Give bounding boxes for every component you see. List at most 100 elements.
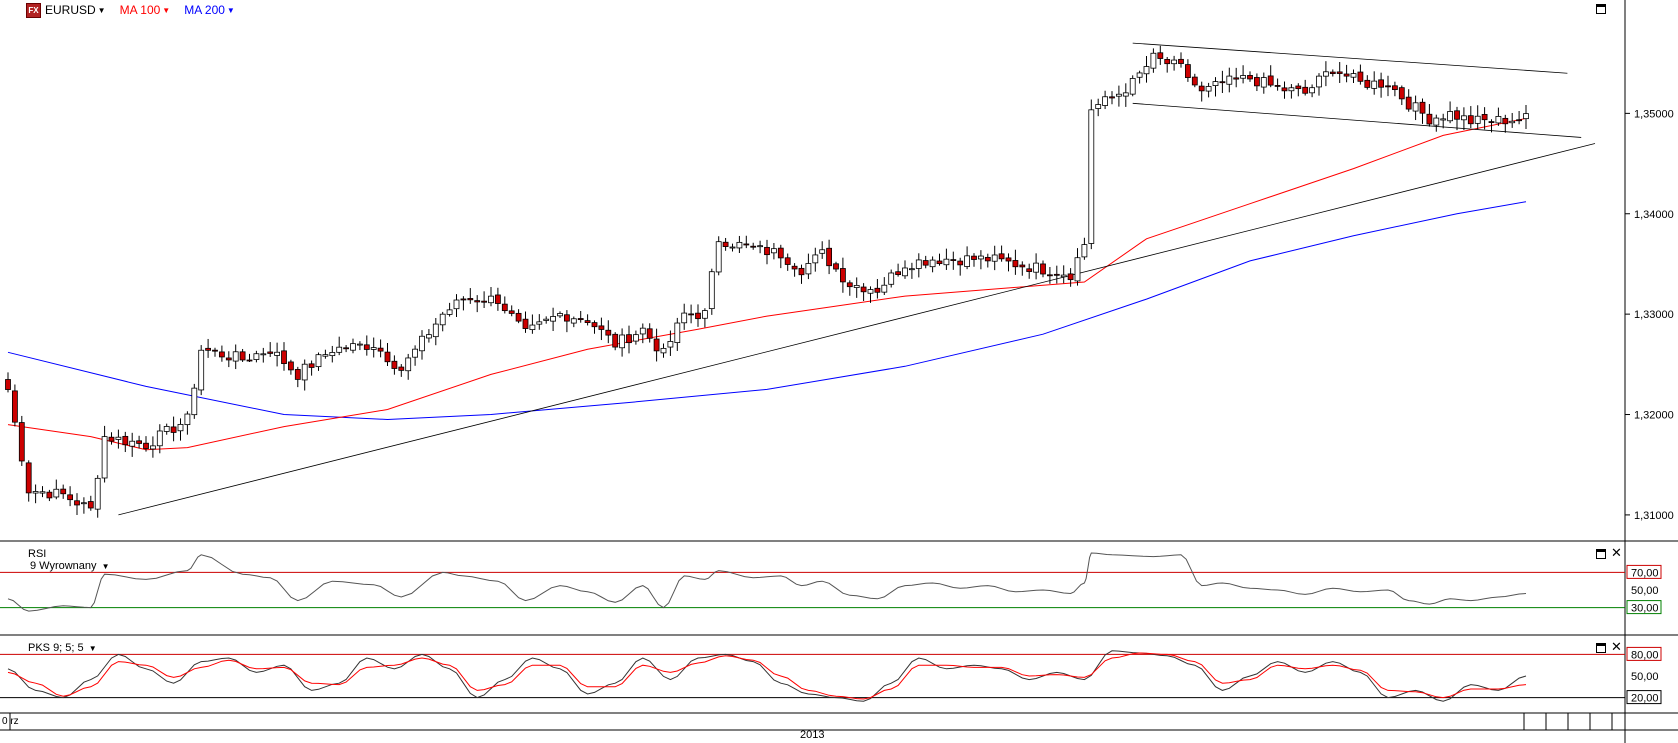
candle-up[interactable] xyxy=(888,272,895,285)
candle-down[interactable] xyxy=(598,325,605,330)
candle-down[interactable] xyxy=(343,347,350,350)
candle-down[interactable] xyxy=(494,294,501,304)
ma200-legend[interactable]: MA 200 ▼ xyxy=(184,3,235,17)
candle-up[interactable] xyxy=(1074,257,1081,282)
candle-down[interactable] xyxy=(143,442,149,449)
candle-down[interactable] xyxy=(1164,59,1171,65)
candle-down[interactable] xyxy=(936,260,943,265)
candle-up[interactable] xyxy=(1212,81,1219,86)
candle-up[interactable] xyxy=(1371,80,1378,89)
candle-down[interactable] xyxy=(1267,75,1274,86)
candle-down[interactable] xyxy=(626,334,632,344)
candle-up[interactable] xyxy=(639,327,646,335)
candle-down[interactable] xyxy=(750,245,757,248)
candle-up[interactable] xyxy=(1309,87,1315,94)
candle-down[interactable] xyxy=(1198,85,1205,92)
candle-down[interactable] xyxy=(474,300,481,303)
candle-down[interactable] xyxy=(515,312,522,322)
candle-up[interactable] xyxy=(350,343,356,351)
candle-down[interactable] xyxy=(840,268,846,283)
candle-up[interactable] xyxy=(771,248,777,254)
candle-down[interactable] xyxy=(1419,101,1426,114)
candle-up[interactable] xyxy=(915,259,922,269)
candle-up[interactable] xyxy=(115,436,122,440)
candle-down[interactable] xyxy=(501,303,508,312)
candle-down[interactable] xyxy=(846,282,853,288)
candle-down[interactable] xyxy=(1219,81,1226,84)
candle-up[interactable] xyxy=(432,323,439,338)
candle-down[interactable] xyxy=(1019,264,1026,268)
candle-down[interactable] xyxy=(1336,71,1343,74)
candle-down[interactable] xyxy=(564,314,570,322)
candle-up[interactable] xyxy=(1323,71,1329,77)
candle-down[interactable] xyxy=(294,369,301,380)
candle-down[interactable] xyxy=(1481,114,1488,121)
candle-down[interactable] xyxy=(467,298,474,301)
candle-up[interactable] xyxy=(163,426,170,432)
candle-down[interactable] xyxy=(74,500,80,506)
candle-down[interactable] xyxy=(605,329,612,336)
candle-down[interactable] xyxy=(460,298,467,301)
candle-down[interactable] xyxy=(398,366,405,371)
candle-up[interactable] xyxy=(425,334,432,339)
candle-down[interactable] xyxy=(212,349,218,352)
candle-down[interactable] xyxy=(653,338,660,352)
candle-up[interactable] xyxy=(156,430,163,447)
candle-up[interactable] xyxy=(805,263,812,275)
candle-down[interactable] xyxy=(1398,87,1405,100)
candle-down[interactable] xyxy=(1357,71,1364,82)
pks-pane[interactable]: 80,00 50,00 20,00 xyxy=(0,646,1662,705)
candle-down[interactable] xyxy=(743,243,750,246)
candle-down[interactable] xyxy=(205,347,212,351)
candle-down[interactable] xyxy=(798,267,805,276)
candle-down[interactable] xyxy=(122,435,129,446)
maximize-price-pane-button[interactable] xyxy=(1596,4,1606,14)
candle-up[interactable] xyxy=(129,440,136,447)
candle-up[interactable] xyxy=(370,347,377,350)
candle-up[interactable] xyxy=(322,354,329,357)
maximize-rsi-pane-button[interactable] xyxy=(1596,549,1606,559)
rsi-pane[interactable]: 70,00 50,00 30,00 xyxy=(0,552,1662,615)
candle-down[interactable] xyxy=(998,253,1005,260)
candle-down[interactable] xyxy=(18,422,25,462)
candle-down[interactable] xyxy=(984,256,991,262)
candle-down[interactable] xyxy=(1254,77,1260,87)
candle-down[interactable] xyxy=(1005,257,1012,262)
candle-up[interactable] xyxy=(301,363,308,381)
candle-up[interactable] xyxy=(736,241,743,249)
candle-down[interactable] xyxy=(646,328,653,339)
candle-up[interactable] xyxy=(1447,111,1453,122)
candle-up[interactable] xyxy=(1226,75,1233,85)
candle-down[interactable] xyxy=(1302,86,1309,94)
candle-up[interactable] xyxy=(315,354,322,368)
candle-up[interactable] xyxy=(729,246,736,249)
candle-up[interactable] xyxy=(819,249,826,254)
candle-up[interactable] xyxy=(232,351,239,362)
candle-down[interactable] xyxy=(1157,52,1164,59)
candle-down[interactable] xyxy=(1454,110,1460,120)
candle-up[interactable] xyxy=(439,313,446,326)
candle-up[interactable] xyxy=(94,477,101,510)
candle-up[interactable] xyxy=(550,316,556,322)
candle-up[interactable] xyxy=(1495,116,1502,124)
candle-up[interactable] xyxy=(633,334,639,342)
candle-down[interactable] xyxy=(1053,273,1060,276)
candle-down[interactable] xyxy=(874,287,881,293)
candle-up[interactable] xyxy=(674,322,681,344)
candle-up[interactable] xyxy=(274,351,281,356)
candle-up[interactable] xyxy=(1102,96,1108,106)
candle-down[interactable] xyxy=(239,351,246,361)
candle-down[interactable] xyxy=(957,260,964,266)
candle-down[interactable] xyxy=(1026,268,1033,272)
candle-up[interactable] xyxy=(543,318,550,321)
candle-up[interactable] xyxy=(1136,72,1143,78)
candle-down[interactable] xyxy=(1343,73,1350,77)
candle-down[interactable] xyxy=(577,318,584,321)
candle-up[interactable] xyxy=(446,309,453,315)
candle-up[interactable] xyxy=(867,289,874,294)
candle-down[interactable] xyxy=(895,271,901,275)
candle-down[interactable] xyxy=(1067,273,1074,281)
candle-up[interactable] xyxy=(39,491,46,494)
candle-down[interactable] xyxy=(287,361,294,371)
candle-down[interactable] xyxy=(5,379,11,390)
